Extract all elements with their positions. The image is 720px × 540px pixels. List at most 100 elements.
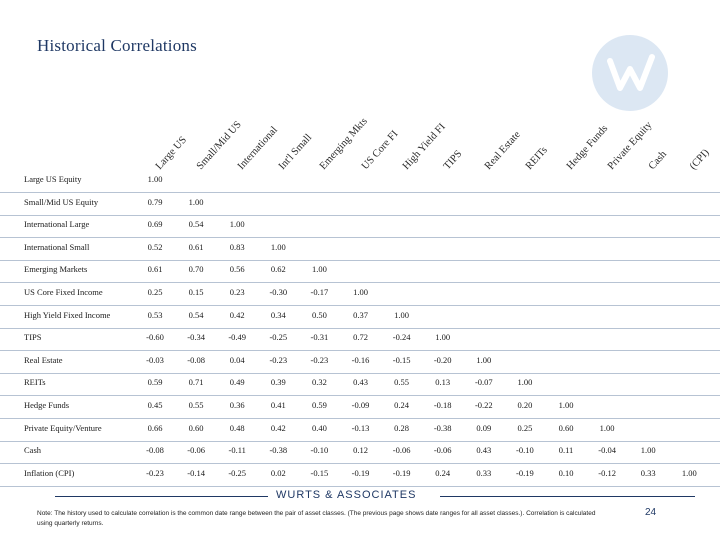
correlation-cell: -0.06 bbox=[187, 445, 205, 456]
correlation-cell: -0.25 bbox=[269, 332, 288, 343]
page-number: 24 bbox=[645, 507, 657, 518]
correlation-cell: -0.10 bbox=[310, 445, 329, 456]
correlation-cell: 0.25 bbox=[147, 287, 163, 297]
correlation-cell: -0.14 bbox=[187, 467, 205, 478]
page-title: Historical Correlations bbox=[37, 36, 197, 55]
correlation-cell: 0.20 bbox=[517, 400, 533, 410]
correlation-cell: 0.12 bbox=[353, 445, 368, 456]
row-label: Real Estate bbox=[24, 354, 63, 365]
row-label: TIPS bbox=[24, 332, 42, 343]
correlation-cell: 0.54 bbox=[188, 309, 204, 320]
correlation-cell: 0.41 bbox=[270, 400, 286, 410]
correlation-cell: 0.62 bbox=[270, 264, 286, 275]
correlation-cell: 0.13 bbox=[435, 377, 451, 388]
correlation-cell: 0.33 bbox=[476, 467, 492, 478]
correlation-cell: -0.22 bbox=[474, 400, 493, 410]
correlation-cell: 0.28 bbox=[394, 422, 410, 433]
table-row: Large US Equity 1.00 bbox=[0, 170, 720, 193]
correlation-cell: 0.09 bbox=[476, 422, 492, 433]
correlation-cell: 0.11 bbox=[558, 445, 574, 456]
correlation-cell: 0.39 bbox=[270, 377, 286, 388]
row-label: International Small bbox=[24, 241, 90, 252]
table-row: REITs 0.59 0.71 0.49 0.39 0.32 0.43 0.55 0.13 -0.… bbox=[0, 373, 720, 397]
row-label: Emerging Markets bbox=[24, 264, 88, 275]
footer-rule-left bbox=[55, 496, 268, 497]
column-header-label: Large US bbox=[153, 134, 189, 172]
column-header-label: Cash bbox=[647, 149, 670, 172]
row-label: Private Equity/Venture bbox=[24, 422, 102, 433]
correlation-cell: 0.24 bbox=[394, 400, 410, 410]
table-row: Private Equity/Venture 0.66 0.60 0.48 0.42 0.… bbox=[0, 419, 720, 442]
correlation-cell: -0.09 bbox=[351, 400, 370, 410]
row-label: Hedge Funds bbox=[24, 400, 70, 410]
correlation-cell: -0.04 bbox=[598, 445, 616, 456]
correlation-cell: 0.53 bbox=[147, 309, 163, 320]
correlation-cell: 1.00 bbox=[681, 467, 697, 478]
correlation-cell: 1.00 bbox=[311, 264, 327, 275]
column-header-label: TIPS bbox=[441, 148, 465, 172]
correlation-cell: 1.00 bbox=[435, 332, 451, 343]
correlation-cell: -0.12 bbox=[598, 467, 616, 478]
correlation-cell: -0.24 bbox=[392, 332, 411, 343]
correlation-cell: -0.06 bbox=[392, 445, 411, 456]
correlation-cell: 0.34 bbox=[270, 309, 286, 320]
column-header-label: High Yield FI bbox=[400, 121, 448, 172]
correlation-cell: 0.43 bbox=[476, 445, 492, 456]
correlation-cell: -0.17 bbox=[310, 287, 329, 297]
correlation-cell: -0.03 bbox=[146, 354, 164, 365]
correlation-cell: 1.00 bbox=[476, 354, 492, 365]
table-row: Emerging Markets 0.61 0.70 0.56 0.62 1.00 bbox=[0, 260, 720, 284]
correlation-cell: 0.23 bbox=[229, 287, 245, 297]
column-header-label: REITs bbox=[523, 144, 550, 172]
table-row: Small/Mid US Equity 0.79 1.00 bbox=[0, 193, 720, 216]
correlation-cell: -0.19 bbox=[392, 467, 411, 478]
correlation-cell: 0.59 bbox=[311, 400, 327, 410]
correlation-cell: 0.56 bbox=[229, 264, 245, 275]
column-header-label: US Core FI bbox=[359, 128, 400, 172]
correlation-cell: 0.61 bbox=[147, 264, 163, 275]
correlation-cell: -0.25 bbox=[228, 467, 247, 478]
correlation-cell: 0.55 bbox=[394, 377, 410, 388]
row-label: Small/Mid US Equity bbox=[24, 196, 99, 207]
correlation-cell: 0.50 bbox=[311, 309, 327, 320]
correlation-cell: -0.19 bbox=[351, 467, 370, 478]
correlation-cell: -0.23 bbox=[146, 467, 164, 478]
correlation-cell: -0.18 bbox=[433, 400, 452, 410]
correlation-cell: -0.07 bbox=[474, 377, 493, 388]
correlation-cell: 1.00 bbox=[517, 377, 533, 388]
column-header-label: Hedge Funds bbox=[564, 123, 611, 172]
correlation-cell: 0.37 bbox=[353, 309, 368, 320]
correlation-cell: 0.36 bbox=[229, 400, 245, 410]
table-row: Hedge Funds 0.45 0.55 0.36 0.41 0.59 -0.09 0.24… bbox=[0, 396, 720, 419]
correlation-cell: 0.45 bbox=[147, 400, 163, 410]
correlation-cell: 0.55 bbox=[188, 400, 204, 410]
correlation-cell: 0.42 bbox=[229, 309, 245, 320]
footer-rule-right bbox=[440, 496, 695, 497]
correlation-cell: 0.43 bbox=[353, 377, 368, 388]
correlation-cell: 0.32 bbox=[311, 377, 327, 388]
row-label: US Core Fixed Income bbox=[24, 287, 103, 297]
correlation-cell: -0.38 bbox=[269, 445, 288, 456]
correlation-cell: 0.54 bbox=[188, 219, 204, 230]
correlation-cell: 0.33 bbox=[640, 467, 656, 478]
table-row: US Core Fixed Income 0.25 0.15 0.23 -0.30 -0.… bbox=[0, 283, 720, 306]
table-row: High Yield Fixed Income 0.53 0.54 0.42 0.34 0… bbox=[0, 306, 720, 329]
correlation-cell: -0.11 bbox=[228, 445, 246, 456]
correlation-cell: -0.20 bbox=[433, 354, 452, 365]
correlation-cell: 1.00 bbox=[640, 445, 656, 456]
correlation-cell: 0.04 bbox=[229, 354, 245, 365]
correlation-cell: -0.34 bbox=[187, 332, 205, 343]
correlation-cell: -0.15 bbox=[392, 354, 411, 365]
correlation-cell: 0.59 bbox=[147, 377, 163, 388]
row-label: Large US Equity bbox=[24, 174, 82, 184]
wurts-w-logo-icon bbox=[592, 35, 668, 111]
correlation-cell: 0.60 bbox=[188, 422, 204, 433]
row-label: High Yield Fixed Income bbox=[24, 309, 111, 320]
correlation-cell: 0.49 bbox=[229, 377, 245, 388]
column-header-label: International bbox=[236, 124, 281, 172]
correlation-cell: 1.00 bbox=[394, 309, 410, 320]
correlation-cell: -0.15 bbox=[310, 467, 329, 478]
correlation-cell: 0.40 bbox=[311, 422, 327, 433]
column-header-label: (CPI) bbox=[688, 147, 712, 172]
correlation-cell: 0.83 bbox=[229, 241, 245, 252]
